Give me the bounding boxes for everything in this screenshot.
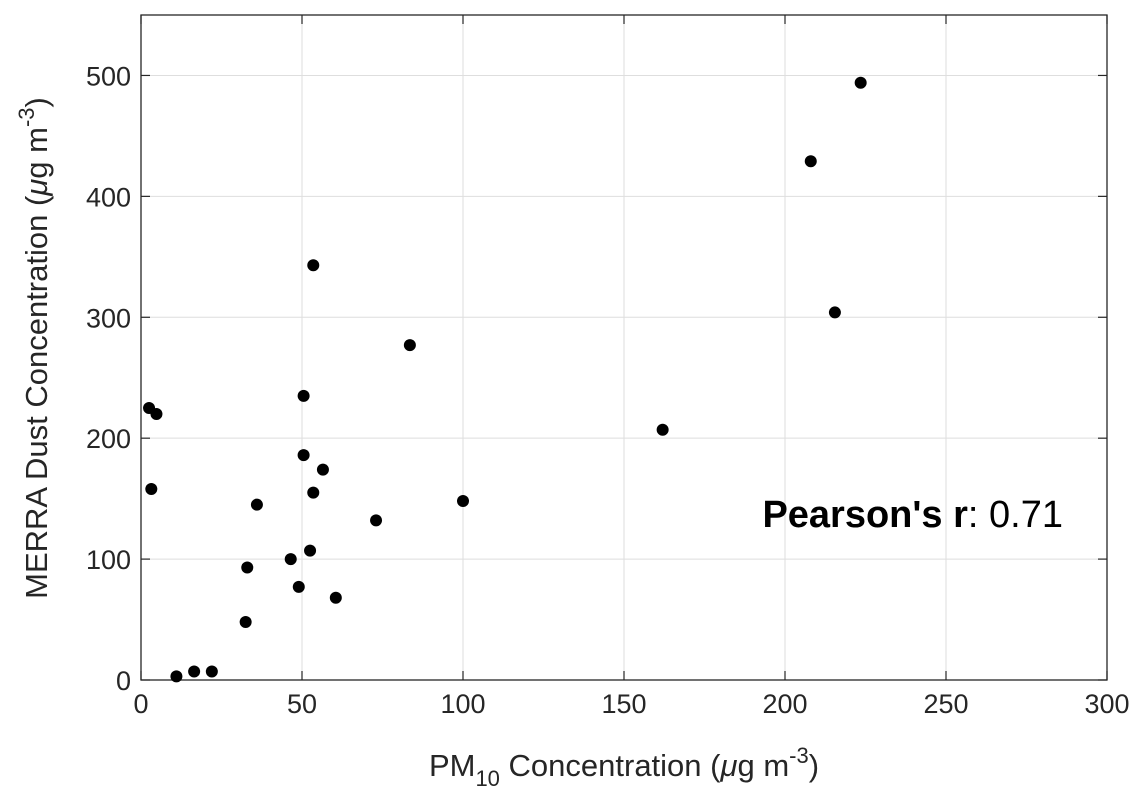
- data-point: [307, 486, 320, 499]
- y-tick-label: 400: [86, 182, 131, 212]
- data-point: [297, 389, 310, 402]
- y-tick-label: 500: [86, 61, 131, 91]
- x-axis-ticks: 0 50 100 150 200 250 300: [133, 15, 1130, 719]
- data-point: [403, 339, 416, 352]
- x-tick-label: 150: [601, 689, 646, 719]
- data-point: [316, 463, 329, 476]
- x-axis-label: PM10 Concentration (μg m-3): [429, 743, 819, 789]
- data-point: [854, 76, 867, 89]
- data-point: [828, 306, 841, 319]
- y-axis-ticks: 0 100 200 300 400 500: [86, 61, 1107, 696]
- y-tick-label: 300: [86, 303, 131, 333]
- data-point: [205, 665, 218, 678]
- data-point: [292, 580, 305, 593]
- data-point: [250, 498, 263, 511]
- data-point: [170, 670, 183, 683]
- data-point: [150, 408, 163, 420]
- x-tick-label: 50: [287, 689, 317, 719]
- y-tick-label: 0: [116, 666, 131, 696]
- data-point: [297, 449, 310, 462]
- x-tick-label: 100: [440, 689, 485, 719]
- data-point: [145, 482, 158, 495]
- x-tick-label: 0: [133, 689, 148, 719]
- grid-lines: [141, 15, 1107, 680]
- y-tick-label: 200: [86, 424, 131, 454]
- data-point: [307, 259, 320, 272]
- annotation-pearson-r: Pearson's r: 0.71: [762, 494, 1063, 536]
- data-points: [143, 76, 867, 683]
- data-point: [457, 495, 469, 508]
- data-point: [304, 544, 317, 557]
- y-tick-label: 100: [86, 545, 131, 575]
- x-tick-label: 200: [762, 689, 807, 719]
- x-tick-label: 300: [1084, 689, 1129, 719]
- data-point: [370, 514, 383, 527]
- data-point: [804, 155, 817, 168]
- data-point: [239, 615, 252, 628]
- data-point: [188, 665, 201, 678]
- data-point: [284, 553, 297, 566]
- data-point: [656, 423, 669, 436]
- y-axis-label: MERRA Dust Concentration (μg m-3): [14, 97, 54, 599]
- data-point: [329, 591, 342, 604]
- data-point: [241, 561, 254, 574]
- x-tick-label: 250: [923, 689, 968, 719]
